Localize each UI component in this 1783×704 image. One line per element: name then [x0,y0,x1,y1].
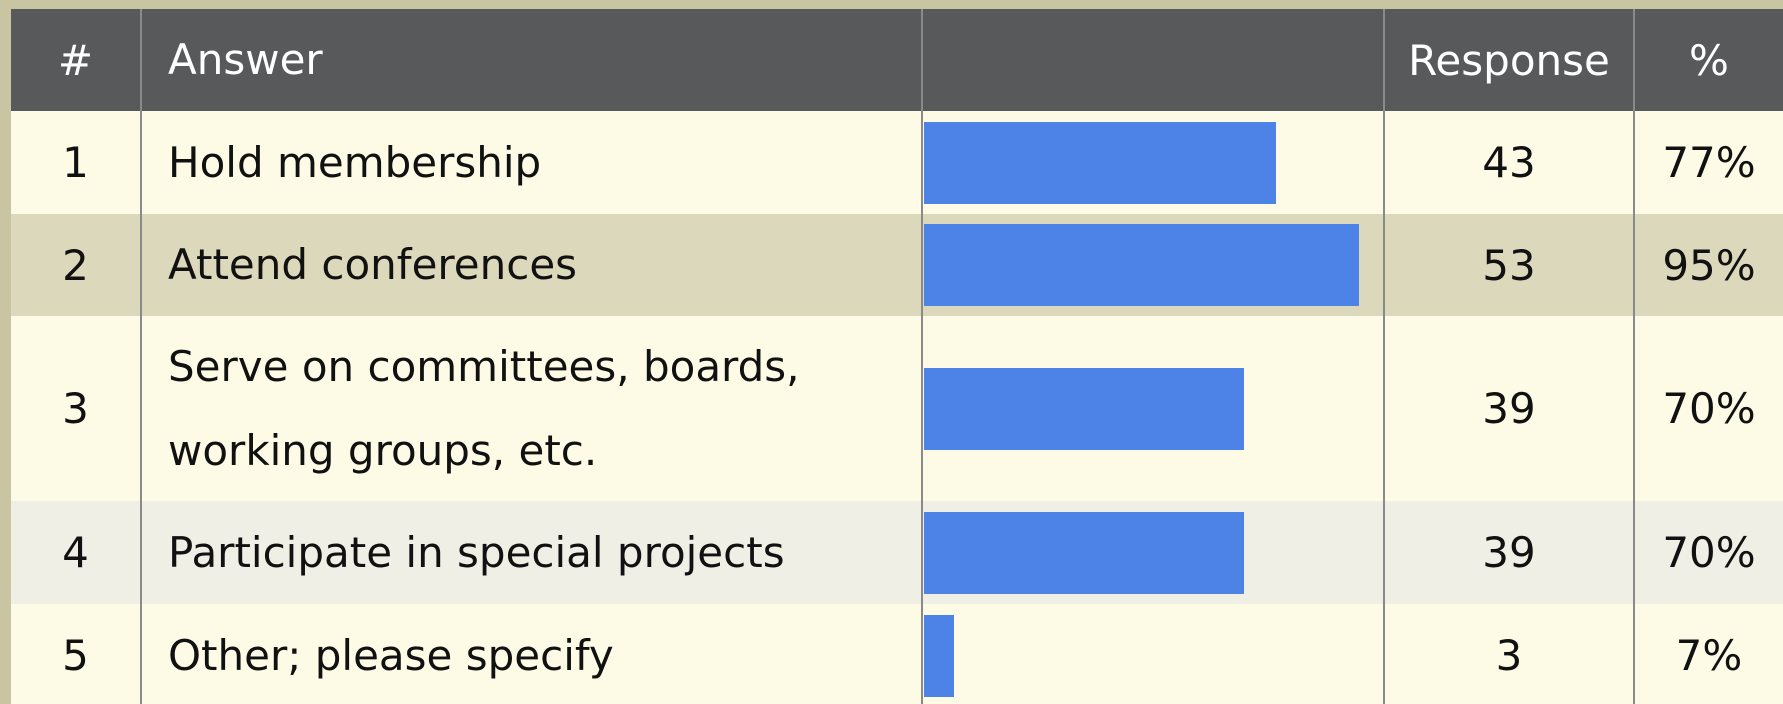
row: 2 Attend conferences 53 95% [11,214,1783,316]
row-number: 5 [62,631,89,680]
percent: 77% [1633,111,1783,214]
bar [924,121,1277,204]
table-container: # Answer Response% 1 Hold membership 43 77% 2 A… [11,9,1783,704]
answer: Attend conferences [140,214,922,316]
bar [924,511,1244,594]
header-row: # Answer Response% [11,9,1783,111]
bar [924,367,1244,450]
bar-cell [921,214,1384,316]
bar-cell [921,111,1384,214]
answer: Hold membership [140,111,922,214]
response: 3 [1383,604,1634,704]
header-cell: Answer [140,9,922,111]
header-cell: # [11,9,141,111]
row: 4 Participate in special projects 39 70% [11,501,1783,604]
row-number: 4 [62,528,89,577]
response: 53 [1383,214,1634,316]
percent: 7% [1633,604,1783,704]
bar [924,614,955,697]
row: 3 Serve on committees, boards, working gr… [11,316,1783,501]
percent: 70% [1633,501,1783,604]
answer: Participate in special projects [140,501,922,604]
row-number: 2 [62,240,89,290]
response: 39 [1383,316,1634,501]
results-table: # Answer Response% 1 Hold membership 43 77% 2 A… [11,9,1783,704]
percent: 95% [1633,214,1783,316]
bar-cell [921,501,1384,604]
answer: Other; please specify [140,604,922,704]
bar-cell [921,316,1384,501]
row: 5 Other; please specify 3 7% [11,604,1783,704]
response: 43 [1383,111,1634,214]
row: 1 Hold membership 43 77% [11,111,1783,214]
answer: Serve on committees, boards, working gro… [140,316,922,501]
header-cell: Response [1383,9,1634,111]
table-body: 1 Hold membership 43 77% 2 Attend conferences… [11,111,1783,704]
header-cell: % [1633,9,1783,111]
row-number: 1 [62,138,89,187]
response: 39 [1383,501,1634,604]
percent: 70% [1633,316,1783,501]
bar-cell [921,604,1384,704]
header-cell [921,9,1384,111]
bar [924,224,1359,306]
row-number: 3 [62,384,89,433]
